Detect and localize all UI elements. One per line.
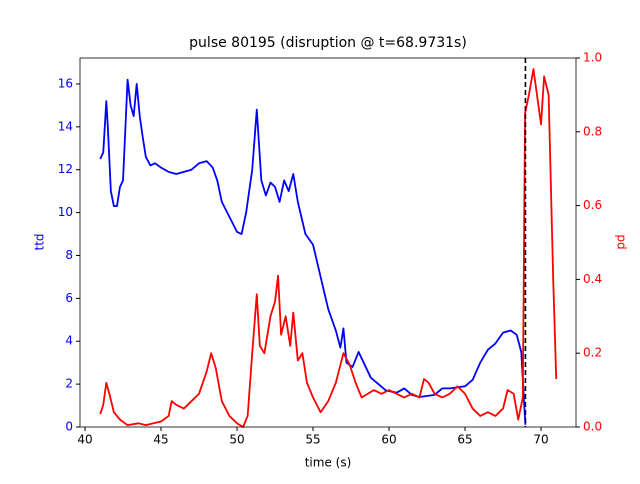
x-axis-label: time (s) — [305, 456, 352, 470]
y-tick-label: 6 — [65, 291, 73, 305]
x-tick-label: 65 — [457, 433, 472, 447]
y2-tick-label: 0.4 — [583, 272, 602, 286]
chart-title: pulse 80195 (disruption @ t=68.9731s) — [189, 35, 467, 51]
x-tick-label: 45 — [153, 433, 168, 447]
series-line — [99, 68, 558, 428]
x-tick-label: 70 — [533, 433, 548, 447]
y2-tick-label: 0.6 — [583, 198, 602, 212]
y-tick-label: 10 — [58, 205, 73, 219]
y2-tick-label: 1.0 — [583, 51, 602, 65]
y-tick-label: 8 — [65, 248, 73, 262]
y2-tick-label: 0.2 — [583, 346, 602, 360]
y-tick-label: 16 — [58, 76, 73, 90]
y-tick-label: 2 — [65, 377, 73, 391]
y-tick-label: 0 — [65, 420, 73, 434]
series-line — [99, 78, 527, 425]
y-tick-label: 4 — [65, 334, 73, 348]
y-tick-label: 14 — [58, 119, 73, 133]
y-tick-label: 12 — [58, 162, 73, 176]
x-tick-label: 55 — [305, 433, 320, 447]
y2-tick-label: 0.8 — [583, 124, 602, 138]
y2-tick-label: 0.0 — [583, 420, 602, 434]
x-tick-label: 50 — [229, 433, 244, 447]
y2-axis-label: pd — [614, 234, 628, 249]
plot-frame — [79, 57, 577, 428]
x-tick-label: 40 — [77, 433, 92, 447]
x-tick-label: 60 — [381, 433, 396, 447]
y-axis-label: ttd — [33, 233, 47, 250]
